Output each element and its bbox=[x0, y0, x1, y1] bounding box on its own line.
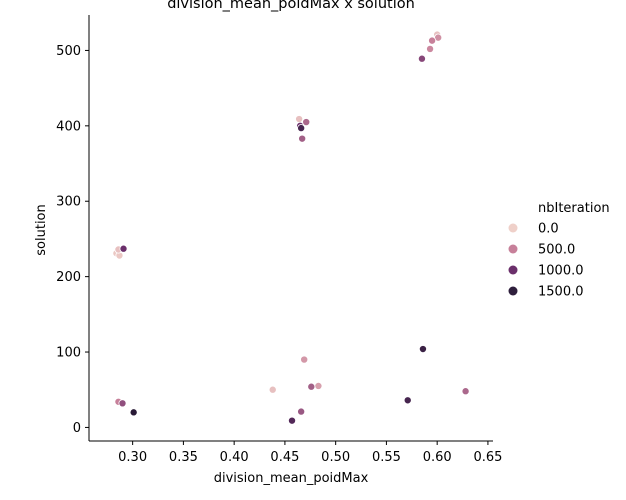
scatter-point bbox=[428, 36, 437, 45]
scatter-point bbox=[403, 396, 412, 405]
scatter-point bbox=[288, 416, 297, 425]
x-axis-label: division_mean_poidMax bbox=[214, 471, 369, 486]
scatter-point bbox=[461, 387, 470, 396]
scatter-point bbox=[129, 408, 138, 417]
legend-label: 1500.0 bbox=[538, 285, 584, 300]
scatter-point bbox=[268, 385, 277, 394]
scatter-point bbox=[302, 118, 311, 127]
y-tick-label: 200 bbox=[56, 270, 81, 285]
y-tick-label: 300 bbox=[56, 195, 81, 210]
scatter-point bbox=[297, 407, 306, 416]
legend-label: 1000.0 bbox=[538, 264, 584, 279]
y-tick-label: 400 bbox=[56, 119, 81, 134]
y-tick-label: 0 bbox=[73, 421, 81, 436]
x-tick-label: 0.50 bbox=[321, 450, 350, 465]
x-tick-label: 0.35 bbox=[169, 450, 198, 465]
legend-marker bbox=[508, 286, 518, 296]
chart-title: division_mean_poidMax x solution bbox=[167, 0, 415, 12]
scatter-point bbox=[307, 382, 316, 391]
scatter-point bbox=[295, 115, 304, 124]
x-tick-label: 0.40 bbox=[220, 450, 249, 465]
x-tick-label: 0.30 bbox=[118, 450, 147, 465]
legend-label: 500.0 bbox=[538, 243, 575, 258]
scatter-point bbox=[119, 244, 128, 253]
legend-marker bbox=[508, 223, 518, 233]
scatter-point bbox=[426, 44, 435, 53]
y-axis-ticks: 0 100 200 300 400 500 bbox=[56, 44, 89, 436]
scatter-point bbox=[297, 124, 306, 133]
legend-marker bbox=[508, 244, 518, 254]
scatter-point bbox=[314, 381, 323, 390]
y-tick-label: 100 bbox=[56, 346, 81, 361]
scatter-point bbox=[418, 345, 427, 354]
data-points bbox=[112, 30, 470, 425]
legend-title: nbIteration bbox=[538, 201, 610, 216]
x-tick-label: 0.55 bbox=[372, 450, 401, 465]
legend-label: 0.0 bbox=[538, 222, 559, 237]
x-tick-label: 0.45 bbox=[270, 450, 299, 465]
scatter-point bbox=[118, 399, 127, 408]
scatter-point bbox=[417, 54, 426, 63]
x-tick-label: 0.65 bbox=[473, 450, 502, 465]
y-tick-label: 500 bbox=[56, 44, 81, 59]
scatter-point bbox=[298, 134, 307, 143]
scatter-point bbox=[300, 355, 309, 364]
x-tick-label: 0.60 bbox=[423, 450, 452, 465]
legend-marker bbox=[508, 265, 518, 275]
y-axis-label: solution bbox=[34, 204, 49, 255]
legend: nbIteration 0.0 500.0 1000.0 1500.0 bbox=[508, 201, 610, 300]
x-axis-ticks: 0.30 0.35 0.40 0.45 0.50 0.55 0.60 0.65 bbox=[118, 441, 502, 465]
